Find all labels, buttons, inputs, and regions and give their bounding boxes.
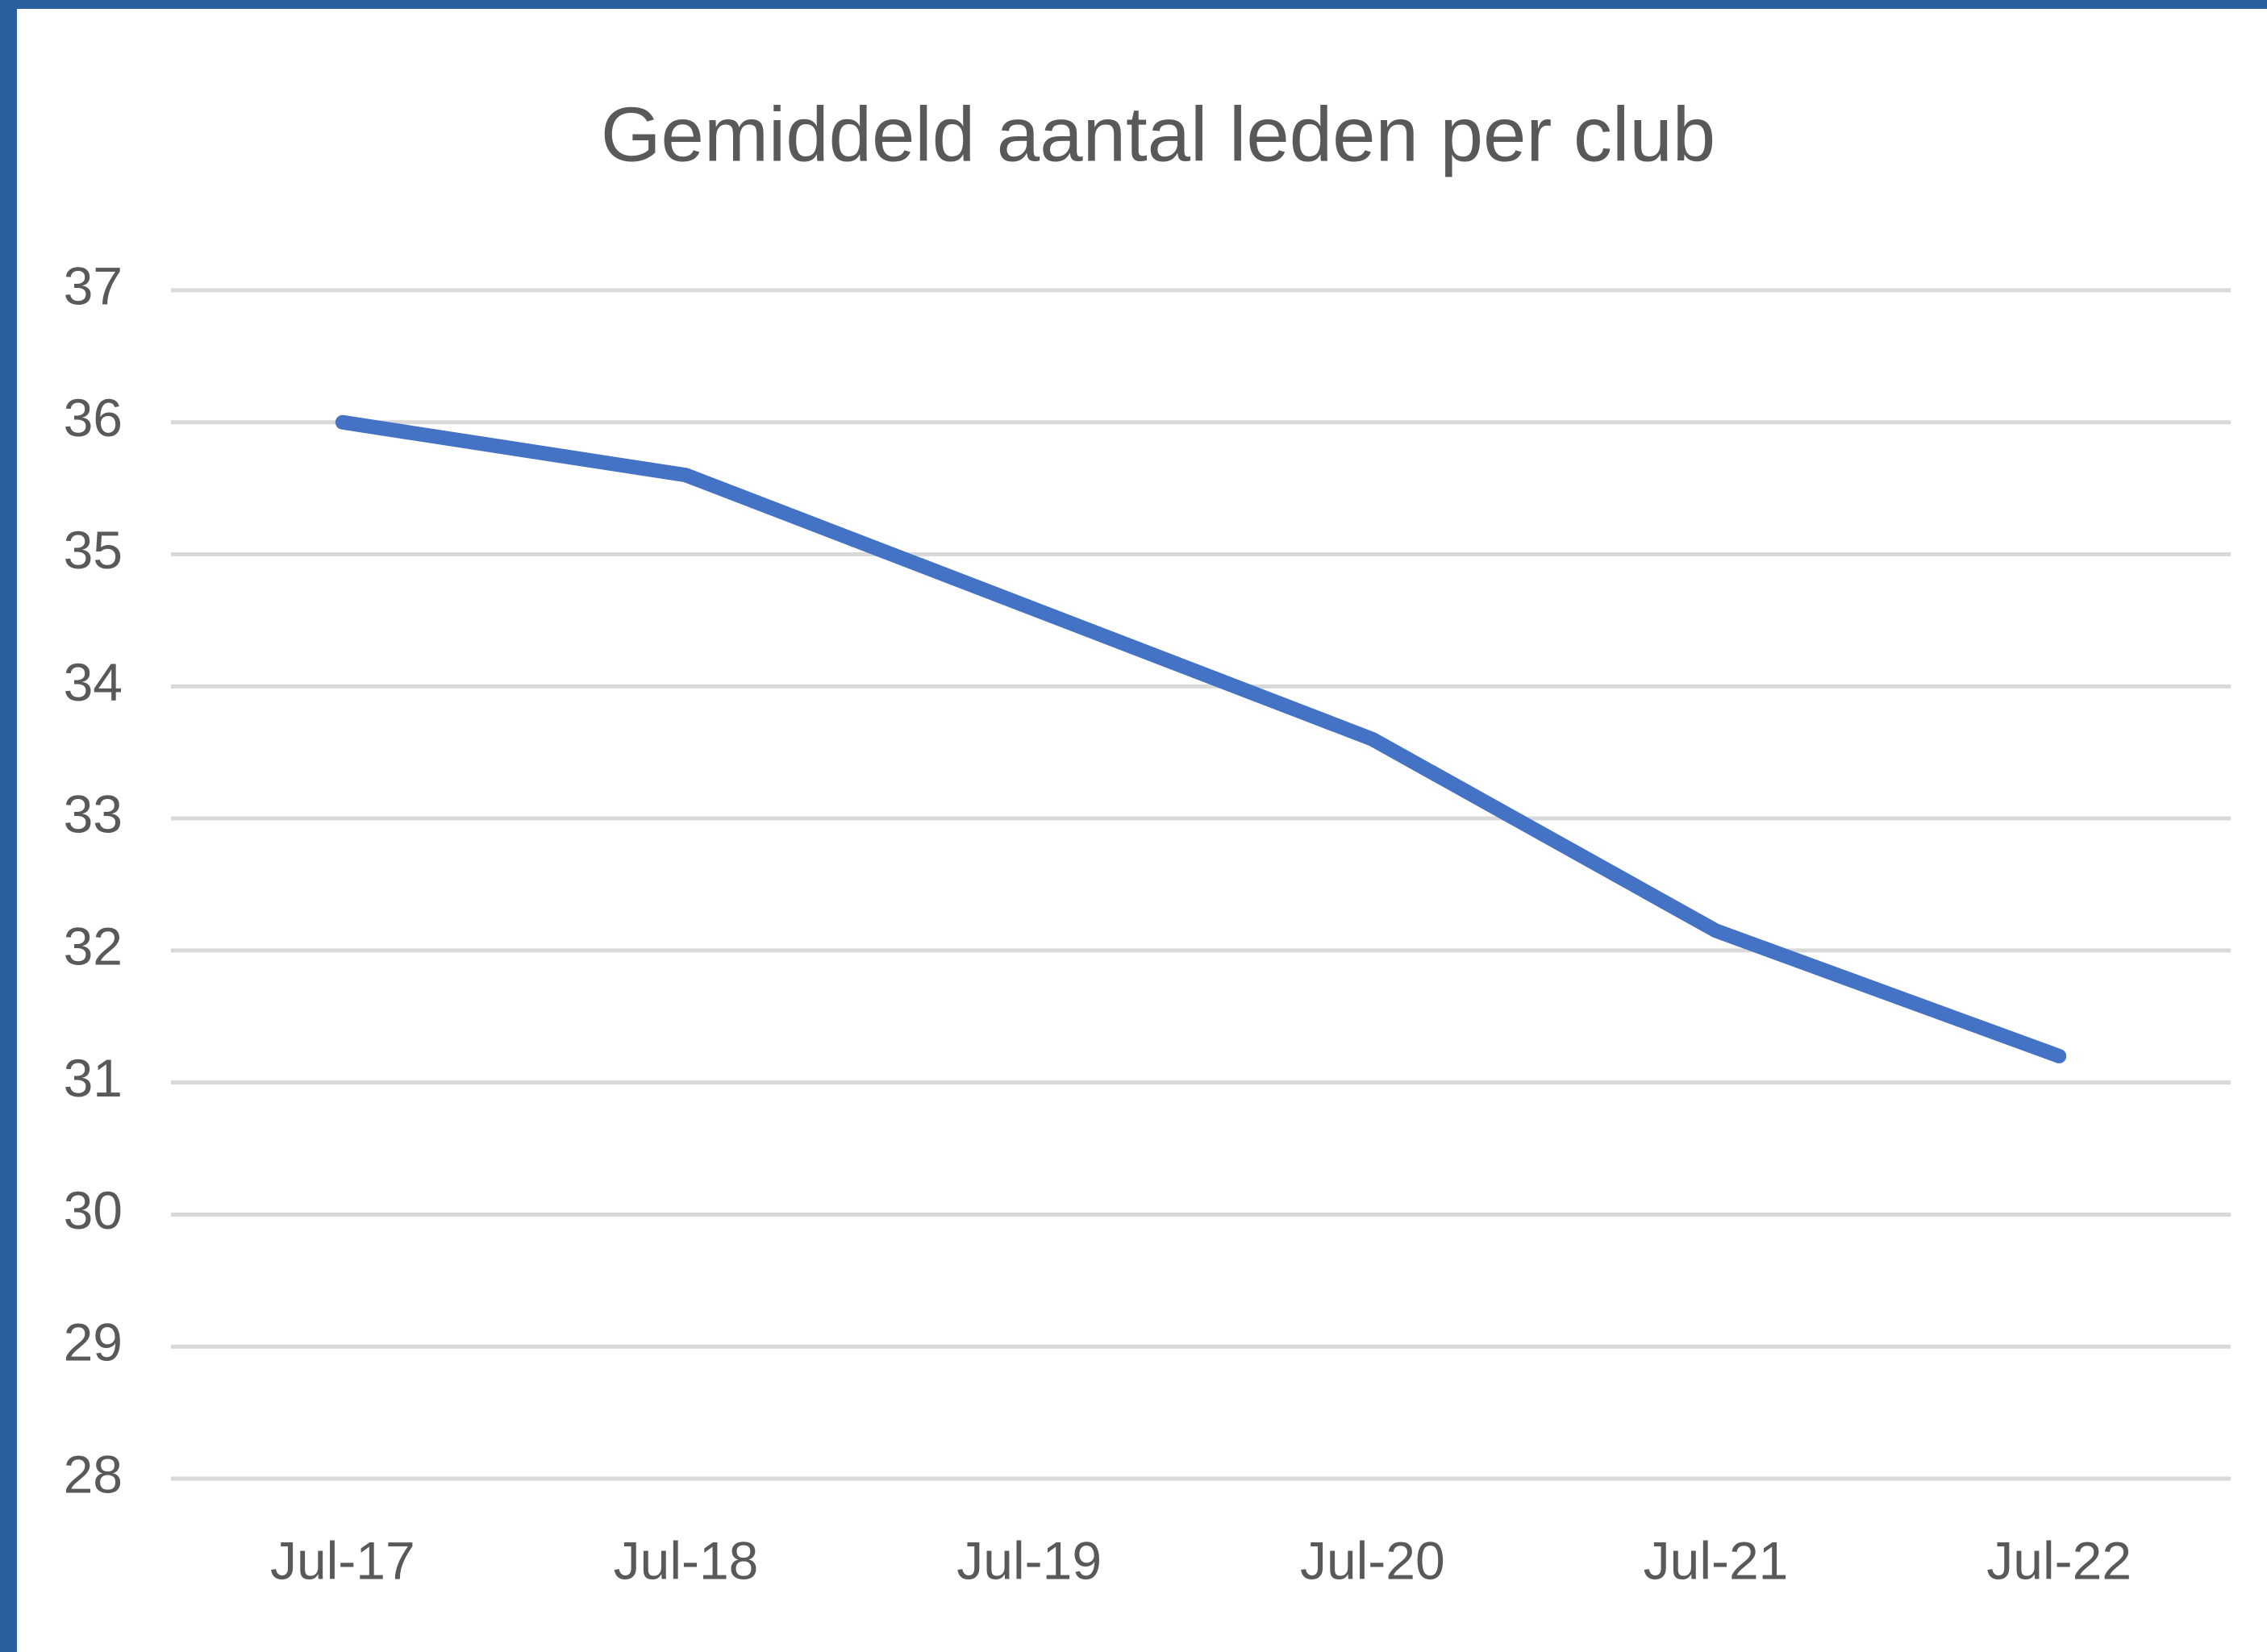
y-tick-label: 37 [64, 256, 123, 315]
y-tick-label: 30 [64, 1180, 123, 1240]
y-tick-label: 36 [64, 388, 123, 447]
y-tick-label: 35 [64, 520, 123, 580]
y-tick-label: 31 [64, 1048, 123, 1108]
y-tick-label: 32 [64, 916, 123, 976]
x-tick-label: Jul-21 [1644, 1530, 1789, 1590]
y-tick-label: 28 [64, 1444, 123, 1504]
x-tick-label: Jul-17 [270, 1530, 415, 1590]
data-line [335, 414, 2067, 1063]
chart-title: Gemiddeld aantal leden per club [601, 91, 1715, 177]
y-tick-label: 34 [64, 652, 123, 712]
y-tick-label: 29 [64, 1313, 123, 1372]
x-tick-label: Jul-20 [1300, 1530, 1445, 1590]
x-tick-label: Jul-22 [1986, 1530, 2132, 1590]
y-tick-label: 33 [64, 784, 123, 844]
x-tick-label: Jul-19 [956, 1530, 1102, 1590]
x-tick-label: Jul-18 [614, 1530, 759, 1590]
chart-background [17, 9, 2267, 1652]
